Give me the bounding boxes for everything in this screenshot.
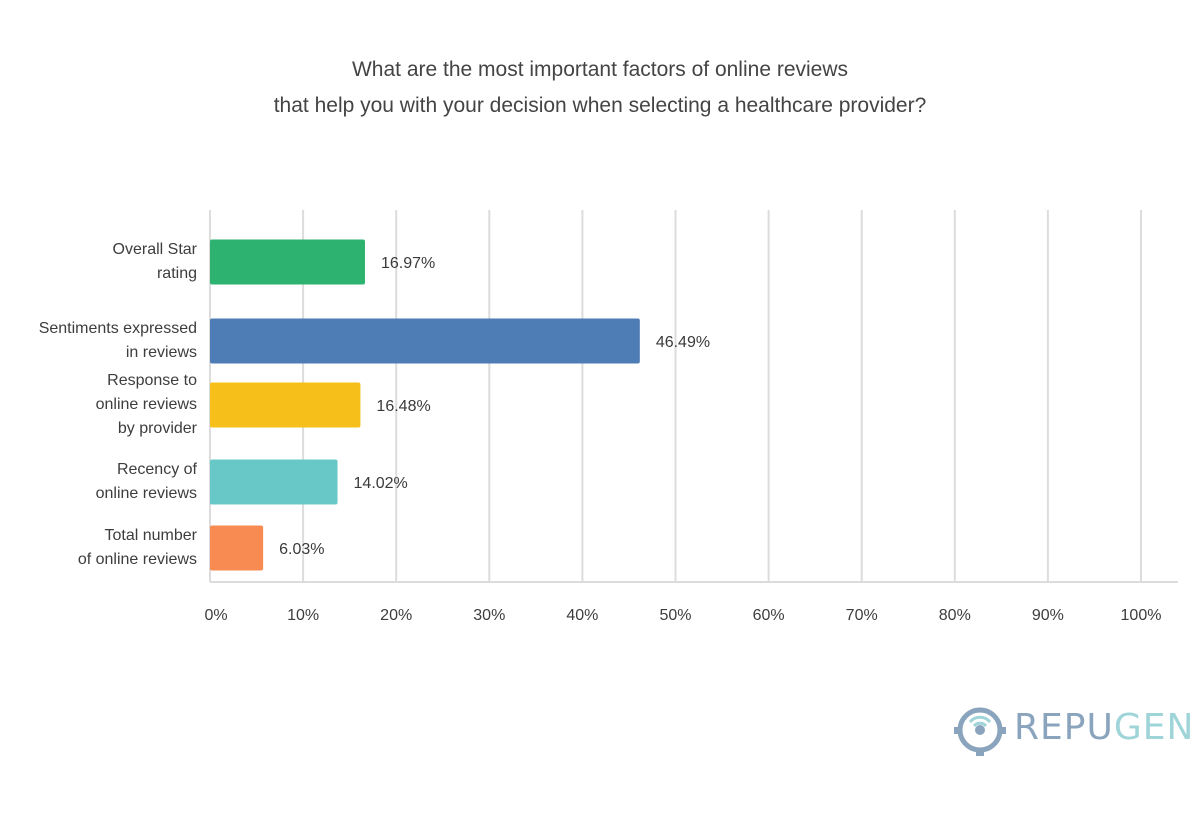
x-tick-label-40: 40% [566,607,598,624]
data-label-1: 46.49% [656,334,710,351]
x-tick-label-20: 20% [380,607,412,624]
x-tick-label-30: 30% [473,607,505,624]
category-label-1: Sentiments expressed in reviews [38,320,197,361]
chart-title: What are the most important factors of o… [0,52,1200,124]
bar-2 [210,382,361,428]
bar-0 [210,239,365,285]
category-label-3: Recency of online reviews [95,461,197,502]
data-label-4: 6.03% [279,541,324,558]
x-axis-ticks: 0% 10% 20% 30% 40% 50% 60% 70% 80% 90% 100% [204,607,1161,624]
data-label-3: 14.02% [354,475,408,492]
gridlines [209,210,1178,583]
brand-name-part2: GEN [1113,707,1195,748]
bar-4 [210,525,264,571]
repugen-wordmark: REPUGEN [1014,706,1194,750]
brand-name-part1: REPU [1014,707,1114,748]
category-label-2: Response to online reviews by provider [95,372,197,437]
x-tick-label-50: 50% [659,607,691,624]
x-tick-label-60: 60% [753,607,785,624]
data-label-0: 16.97% [381,255,435,272]
repugen-logo-icon [954,707,1006,756]
x-tick-label-0: 0% [204,607,227,624]
x-tick-label-70: 70% [846,607,878,624]
category-label-0: Overall Star rating [112,241,197,282]
data-label-2: 16.48% [376,398,430,415]
chart-title-line-2: that help you with your decision when se… [273,94,927,117]
chart-title-line-1: What are the most important factors of o… [351,58,849,81]
category-label-4: Total number of online reviews [77,527,197,568]
x-tick-label-90: 90% [1032,607,1064,624]
bars [210,239,640,571]
bar-1 [210,318,640,364]
repugen-logo: REPUGEN [952,700,1194,756]
x-tick-label-80: 80% [939,607,971,624]
x-tick-label-100: 100% [1121,607,1162,624]
x-tick-label-10: 10% [287,607,319,624]
bar-3 [210,459,338,505]
data-labels: 16.97% 46.49% 16.48% 14.02% 6.03% [279,255,710,558]
